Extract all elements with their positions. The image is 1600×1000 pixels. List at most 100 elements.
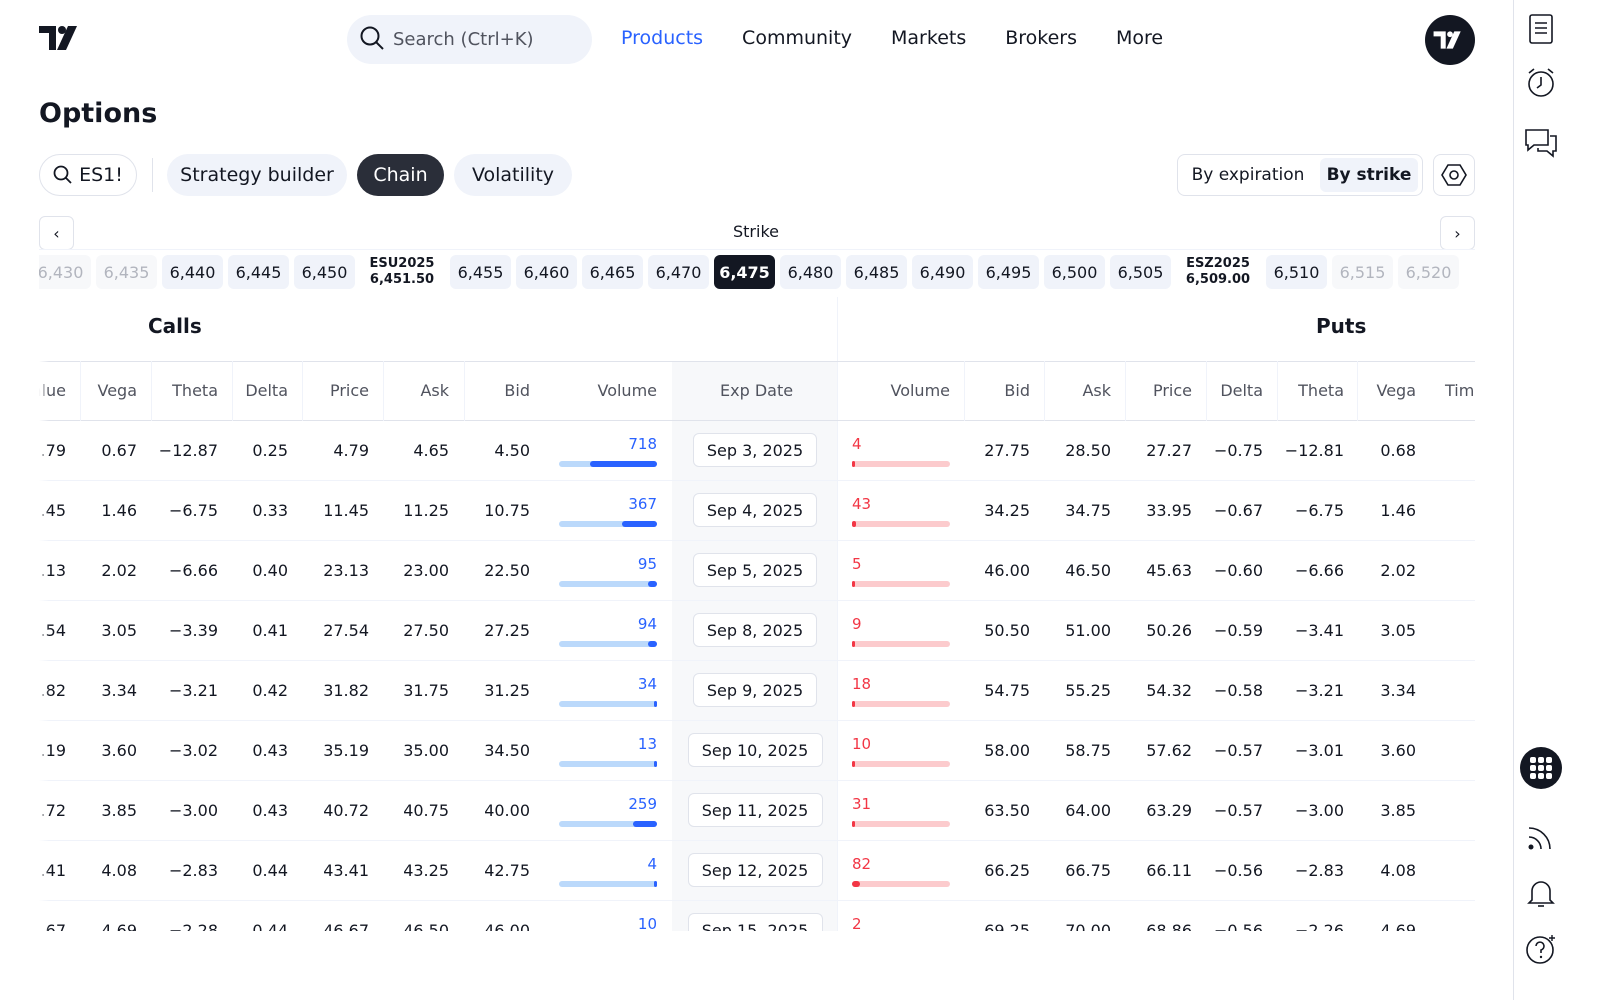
put-theta-cell[interactable]: −12.81 <box>1284 441 1344 460</box>
watchlist-icon[interactable] <box>1524 12 1558 46</box>
put-price-cell[interactable]: 57.62 <box>1146 741 1192 760</box>
put-bid-cell[interactable]: 50.50 <box>984 621 1030 640</box>
call-price-cell[interactable]: 4.79 <box>333 441 369 460</box>
strike-chip[interactable]: 6,490 <box>912 255 973 289</box>
table-row[interactable]: .79 0.67 −12.87 0.25 4.79 4.65 4.50 718 Sep 3, 2… <box>39 421 1475 481</box>
put-volume-cell[interactable]: 9 <box>852 615 862 633</box>
put-theta-cell[interactable]: −3.00 <box>1294 801 1344 820</box>
exp-date-button[interactable]: Sep 10, 2025 <box>687 733 823 767</box>
put-theta-cell[interactable]: −3.41 <box>1294 621 1344 640</box>
put-delta-cell[interactable]: −0.59 <box>1213 621 1263 640</box>
strike-chip[interactable]: 6,485 <box>846 255 907 289</box>
call-vega-cell[interactable]: 3.60 <box>101 741 137 760</box>
put-bid-cell[interactable]: 34.25 <box>984 501 1030 520</box>
put-volume-cell[interactable]: 2 <box>852 915 862 931</box>
notifications-bell-icon[interactable] <box>1524 876 1558 910</box>
put-vega-cell[interactable]: 1.46 <box>1380 501 1416 520</box>
call-ask-cell[interactable]: 4.65 <box>413 441 449 460</box>
table-row[interactable]: .41 4.08 −2.83 0.44 43.41 43.25 42.75 4 Sep 12, … <box>39 841 1475 901</box>
call-bid-cell[interactable]: 40.00 <box>484 801 530 820</box>
put-header-theta[interactable]: Theta <box>1298 381 1344 400</box>
call-theta-cell[interactable]: −2.83 <box>168 861 218 880</box>
call-vega-cell[interactable]: 2.02 <box>101 561 137 580</box>
put-vega-cell[interactable]: 3.34 <box>1380 681 1416 700</box>
call-header-vega[interactable]: Vega <box>97 381 137 400</box>
strike-chip[interactable]: 6,430 <box>39 255 91 289</box>
call-vega-cell[interactable]: 3.05 <box>101 621 137 640</box>
exp-date-button[interactable]: Sep 8, 2025 <box>693 613 817 647</box>
call-volume-cell[interactable]: 94 <box>637 615 657 633</box>
call-ask-cell[interactable]: 27.50 <box>403 621 449 640</box>
call-price-cell[interactable]: 11.45 <box>323 501 369 520</box>
call-volume-cell[interactable]: 13 <box>637 735 657 753</box>
strike-chip[interactable]: 6,495 <box>978 255 1039 289</box>
help-icon[interactable] <box>1524 932 1558 966</box>
put-vega-cell[interactable]: 4.69 <box>1380 921 1416 931</box>
put-theta-cell[interactable]: −6.75 <box>1294 501 1344 520</box>
put-ask-cell[interactable]: 58.75 <box>1065 741 1111 760</box>
call-theta-cell[interactable]: −3.39 <box>168 621 218 640</box>
put-price-cell[interactable]: 33.95 <box>1146 501 1192 520</box>
call-header-delta[interactable]: Delta <box>245 381 288 400</box>
call-ask-cell[interactable]: 46.50 <box>403 921 449 931</box>
call-bid-cell[interactable]: 42.75 <box>484 861 530 880</box>
strike-chip[interactable]: 6,480 <box>780 255 841 289</box>
call-vega-cell[interactable]: 3.85 <box>101 801 137 820</box>
user-avatar[interactable] <box>1425 15 1475 65</box>
strike-chip[interactable]: 6,470 <box>648 255 709 289</box>
exp-date-header[interactable]: Exp Date <box>720 381 794 400</box>
call-header-volume[interactable]: Volume <box>597 381 657 400</box>
call-theta-cell[interactable]: −6.66 <box>168 561 218 580</box>
call-header-price[interactable]: Price <box>329 381 369 400</box>
put-vega-cell[interactable]: 3.05 <box>1380 621 1416 640</box>
apps-grid-icon[interactable] <box>1520 747 1562 789</box>
put-ask-cell[interactable]: 64.00 <box>1065 801 1111 820</box>
strike-chip[interactable]: 6,465 <box>582 255 643 289</box>
put-ask-cell[interactable]: 46.50 <box>1065 561 1111 580</box>
call-theta-cell[interactable]: −3.21 <box>168 681 218 700</box>
put-ask-cell[interactable]: 51.00 <box>1065 621 1111 640</box>
exp-date-button[interactable]: Sep 4, 2025 <box>693 493 817 527</box>
put-price-cell[interactable]: 68.86 <box>1146 921 1192 931</box>
put-ask-cell[interactable]: 70.00 <box>1065 921 1111 931</box>
call-ask-cell[interactable]: 43.25 <box>403 861 449 880</box>
put-delta-cell[interactable]: −0.75 <box>1213 441 1263 460</box>
call-ask-cell[interactable]: 23.00 <box>403 561 449 580</box>
table-row[interactable]: .54 3.05 −3.39 0.41 27.54 27.50 27.25 94 Sep 8, … <box>39 601 1475 661</box>
put-bid-cell[interactable]: 66.25 <box>984 861 1030 880</box>
table-row[interactable]: .45 1.46 −6.75 0.33 11.45 11.25 10.75 367 Sep 4,… <box>39 481 1475 541</box>
exp-date-button[interactable]: Sep 9, 2025 <box>693 673 817 707</box>
put-volume-cell[interactable]: 31 <box>852 795 872 813</box>
table-row[interactable]: .13 2.02 −6.66 0.40 23.13 23.00 22.50 95 Sep 5, … <box>39 541 1475 601</box>
strike-prev-button[interactable]: ‹ <box>39 216 74 250</box>
call-theta-cell[interactable]: −3.00 <box>168 801 218 820</box>
put-price-cell[interactable]: 27.27 <box>1146 441 1192 460</box>
put-header-price[interactable]: Price <box>1152 381 1192 400</box>
call-theta-cell[interactable]: −3.02 <box>168 741 218 760</box>
put-theta-cell[interactable]: −2.26 <box>1294 921 1344 931</box>
strike-chip[interactable]: 6,460 <box>516 255 577 289</box>
put-volume-cell[interactable]: 18 <box>852 675 872 693</box>
put-price-cell[interactable]: 50.26 <box>1146 621 1192 640</box>
put-header-bid[interactable]: Bid <box>1004 381 1030 400</box>
put-bid-cell[interactable]: 46.00 <box>984 561 1030 580</box>
exp-date-button[interactable]: Sep 3, 2025 <box>693 433 817 467</box>
settings-button[interactable] <box>1433 154 1475 196</box>
put-delta-cell[interactable]: −0.56 <box>1213 921 1263 931</box>
alerts-clock-icon[interactable] <box>1524 66 1558 100</box>
call-volume-cell[interactable]: 10 <box>637 915 657 931</box>
nav-products[interactable]: Products <box>621 27 704 49</box>
put-delta-cell[interactable]: −0.60 <box>1213 561 1263 580</box>
strike-chip[interactable]: 6,450 <box>294 255 355 289</box>
put-vega-cell[interactable]: 0.68 <box>1380 441 1416 460</box>
strike-next-button[interactable]: › <box>1440 216 1475 250</box>
call-ask-cell[interactable]: 11.25 <box>403 501 449 520</box>
strike-chip[interactable]: 6,445 <box>228 255 289 289</box>
exp-date-button[interactable]: Sep 11, 2025 <box>687 793 823 827</box>
exp-date-button[interactable]: Sep 5, 2025 <box>693 553 817 587</box>
call-volume-cell[interactable]: 34 <box>637 675 657 693</box>
call-bid-cell[interactable]: 34.50 <box>484 741 530 760</box>
put-ask-cell[interactable]: 34.75 <box>1065 501 1111 520</box>
call-volume-cell[interactable]: 367 <box>628 495 657 513</box>
put-delta-cell[interactable]: −0.57 <box>1213 801 1263 820</box>
